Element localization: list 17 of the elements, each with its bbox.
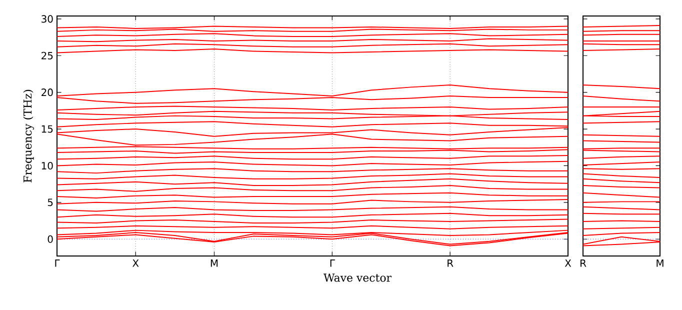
x-tick-label: R bbox=[448, 260, 454, 267]
x-tick-label: X bbox=[564, 260, 572, 267]
y-tick-label: 10 bbox=[42, 162, 53, 170]
y-tick-label: 20 bbox=[42, 88, 53, 96]
x-axis-title: Wave vector bbox=[324, 274, 392, 282]
x-tick-label: Γ bbox=[330, 260, 335, 267]
y-axis-title: Frequency (THz) bbox=[23, 90, 34, 182]
x-tick-label: Γ bbox=[55, 260, 60, 267]
x-tick-label: X bbox=[132, 260, 139, 267]
y-tick-label: 5 bbox=[48, 198, 53, 206]
y-tick-label: 25 bbox=[42, 52, 53, 60]
x-tick-label: M bbox=[210, 260, 218, 267]
y-tick-label: 15 bbox=[42, 125, 53, 133]
y-tick-label: 0 bbox=[48, 235, 53, 243]
x-tick-label: R bbox=[580, 260, 586, 267]
y-tick-label: 30 bbox=[42, 15, 53, 23]
x-tick-label: M bbox=[656, 260, 664, 267]
